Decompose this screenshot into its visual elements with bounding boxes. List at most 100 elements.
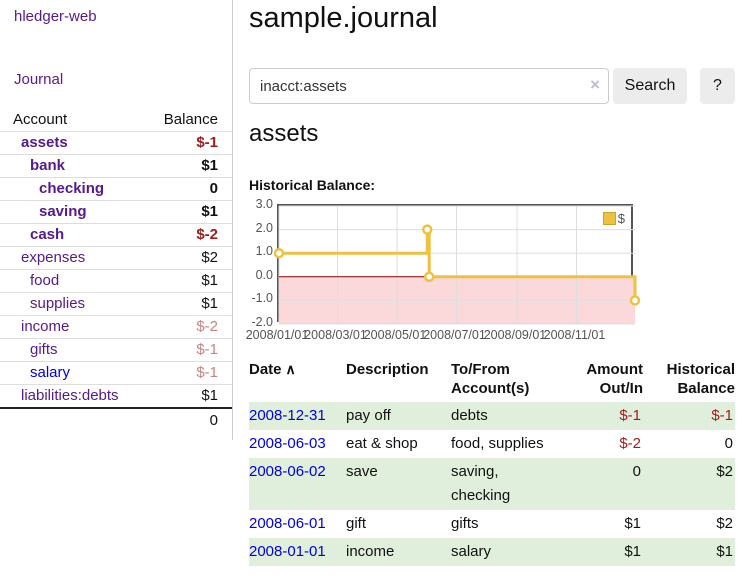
transaction-amount: $-1: [619, 407, 641, 424]
account-link[interactable]: income: [21, 318, 70, 335]
transaction-amount: $-2: [619, 435, 641, 452]
transaction-accounts: debts: [451, 407, 488, 424]
x-axis-tick-label: 2008/03/01: [304, 328, 367, 342]
transaction-balance: 0: [724, 435, 733, 452]
chart-legend: $: [601, 211, 626, 226]
clear-search-icon[interactable]: ×: [590, 75, 600, 94]
account-row: liabilities:debts $1: [0, 384, 232, 407]
y-axis-tick-label: -1.0: [251, 291, 273, 306]
column-header-date[interactable]: Date ∧: [249, 360, 346, 398]
account-row: cash $-2: [0, 223, 232, 246]
chart-x-axis: 2008/01/01 2008/03/01 2008/05/01 2008/07/01…: [246, 328, 633, 344]
transaction-balance: $2: [716, 515, 733, 532]
account-link[interactable]: liabilities:debts: [21, 387, 119, 404]
transaction-description: eat & shop: [346, 435, 418, 452]
help-button[interactable]: ?: [700, 68, 735, 104]
column-header-date-label: Date: [249, 361, 282, 378]
sidebar-item-journal[interactable]: Journal: [14, 71, 64, 88]
transaction-row: 2008-06-01 gift gifts $1 $2: [249, 510, 735, 538]
search-button[interactable]: Search: [613, 68, 687, 104]
register-header-row: Date ∧ Description To/From Account(s) Amo…: [249, 358, 735, 402]
transaction-row: 2008-06-03 eat & shop food, supplies $-2…: [249, 430, 735, 458]
account-link[interactable]: supplies: [30, 295, 86, 312]
column-header-balance: Historical Balance: [666, 361, 735, 397]
transaction-amount: $1: [624, 515, 641, 532]
column-header-description: Description: [346, 361, 429, 378]
accounts-header-account: Account: [13, 111, 68, 128]
legend-swatch-icon: [602, 212, 616, 225]
page-title: sample.journal: [249, 2, 438, 34]
transaction-description: income: [346, 543, 395, 560]
account-row: supplies $1: [0, 292, 232, 315]
y-axis-tick-label: 1.0: [255, 244, 273, 259]
account-row: bank $1: [0, 154, 232, 177]
account-link[interactable]: assets: [21, 134, 68, 151]
transaction-row: 2008-12-31 pay off debts $-1 $-1: [249, 402, 735, 430]
account-balance: $1: [201, 272, 218, 289]
account-balance: $1: [201, 295, 218, 312]
account-row: income $-2: [0, 315, 232, 338]
transaction-date-link[interactable]: 2008-01-01: [249, 543, 326, 560]
account-link[interactable]: gifts: [30, 341, 58, 358]
transaction-row: 2008-01-01 income salary $1 $1: [249, 538, 735, 566]
account-row: expenses $2: [0, 246, 232, 269]
account-row: checking 0: [0, 177, 232, 200]
account-row: assets $-1: [0, 131, 232, 154]
transaction-description: gift: [346, 515, 367, 532]
transaction-balance: $1: [716, 543, 733, 560]
account-heading: assets: [249, 120, 319, 147]
register-table: Date ∧ Description To/From Account(s) Amo…: [249, 358, 735, 566]
transaction-description: save: [346, 463, 378, 480]
account-link[interactable]: checking: [39, 180, 105, 197]
account-balance: $1: [201, 203, 218, 220]
account-link[interactable]: saving: [39, 203, 87, 220]
account-balance: $1: [201, 387, 218, 404]
transaction-description: pay off: [346, 407, 391, 424]
column-header-accounts: To/From Account(s): [451, 361, 530, 397]
x-axis-tick-label: 2008/07/01: [423, 328, 486, 342]
register-rows: 2008-12-31 pay off debts $-1 $-1 2008-06…: [249, 402, 735, 566]
transaction-date-link[interactable]: 2008-06-03: [249, 435, 326, 452]
sidebar: hledger-web Journal Account Balance asse…: [0, 0, 233, 440]
account-balance: $1: [201, 157, 218, 174]
transaction-accounts: food, supplies: [451, 435, 544, 452]
accounts-total: 0: [0, 407, 232, 432]
main-content: sample.journal × Search ? assets Histori…: [246, 0, 735, 582]
account-balance: $-1: [196, 134, 218, 151]
chart-series-svg: [273, 205, 641, 325]
account-link[interactable]: cash: [30, 226, 65, 243]
transaction-amount: $1: [624, 543, 641, 560]
transaction-amount: 0: [632, 463, 641, 480]
account-row: saving $1: [0, 200, 232, 223]
chart-title: Historical Balance:: [249, 177, 376, 193]
app-brand-link[interactable]: hledger-web: [14, 8, 97, 25]
sidebar-accounts-table: Account Balance assets $-1 bank $1 check…: [0, 108, 232, 432]
account-balance: $-1: [196, 341, 218, 358]
account-link[interactable]: expenses: [21, 249, 86, 266]
account-balance: $-2: [196, 226, 218, 243]
account-link[interactable]: food: [30, 272, 60, 289]
search-form: × Search ?: [249, 68, 735, 104]
y-axis-tick-label: -2.0: [251, 315, 273, 329]
x-axis-tick-label: 2008/05/01: [363, 328, 427, 342]
x-axis-tick-label: 2008/09/01: [483, 328, 547, 342]
search-input-wrap: ×: [249, 68, 609, 104]
account-balance: 0: [209, 180, 218, 197]
accounts-header-balance: Balance: [163, 111, 218, 128]
search-input[interactable]: [249, 68, 609, 104]
chart-y-axis: 3.0 2.0 1.0 0.0 -1.0 -2.0: [249, 197, 273, 329]
transaction-date-link[interactable]: 2008-12-31: [249, 407, 326, 424]
accounts-list: assets $-1 bank $1 checking 0 saving $1 …: [0, 131, 232, 407]
account-link[interactable]: salary: [30, 364, 71, 381]
transaction-date-link[interactable]: 2008-06-02: [249, 463, 326, 480]
transaction-date-link[interactable]: 2008-06-01: [249, 515, 326, 532]
x-axis-tick-label: 2008/01/01: [245, 328, 309, 342]
transaction-accounts: saving, checking: [451, 463, 511, 504]
account-link[interactable]: bank: [30, 157, 66, 174]
account-row: salary $-1: [0, 361, 232, 384]
historical-balance-chart: 3.0 2.0 1.0 0.0 -1.0 -2.0 $ 2008/01/01 2008/03…: [246, 197, 735, 350]
transaction-accounts: gifts: [451, 515, 479, 532]
legend-label: $: [617, 211, 625, 226]
column-header-amount: Amount Out/In: [586, 361, 643, 397]
chart-plot-area: $: [273, 204, 641, 325]
